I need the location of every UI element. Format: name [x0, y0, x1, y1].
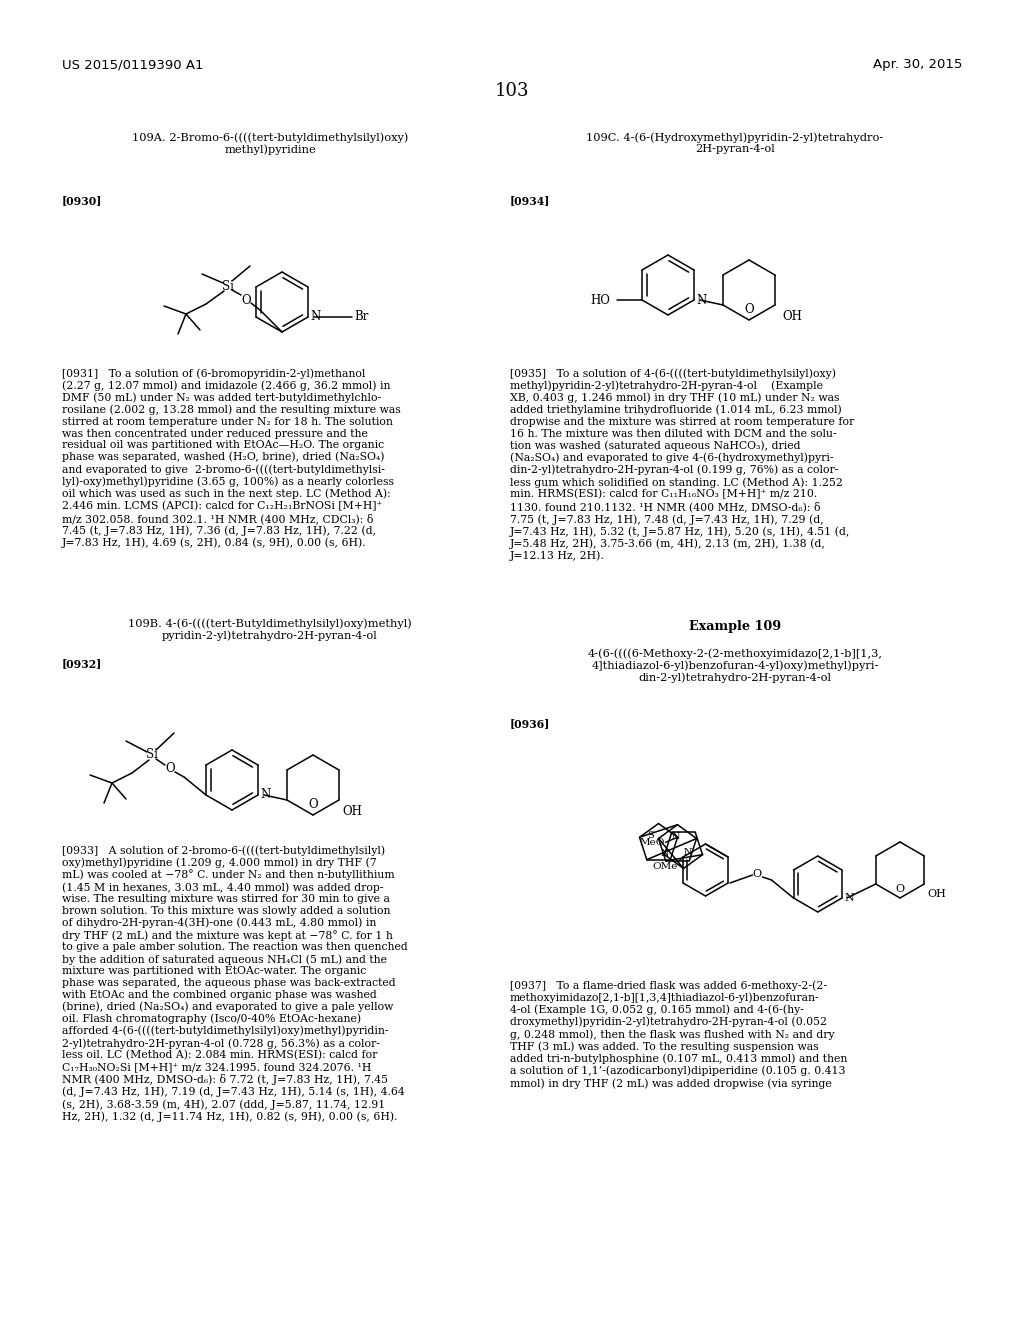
- Text: O: O: [165, 763, 175, 776]
- Text: N: N: [844, 894, 854, 903]
- Text: S: S: [647, 832, 654, 840]
- Text: O: O: [242, 293, 251, 306]
- Text: 109A. 2-Bromo-6-((((tert-butyldimethylsilyl)oxy)
methyl)pyridine: 109A. 2-Bromo-6-((((tert-butyldimethylsi…: [132, 132, 409, 154]
- Text: [0931]   To a solution of (6-bromopyridin-2-yl)methanol
(2.27 g, 12.07 mmol) and: [0931] To a solution of (6-bromopyridin-…: [62, 368, 400, 548]
- Text: 109C. 4-(6-(Hydroxymethyl)pyridin-2-yl)tetrahydro-
2H-pyran-4-ol: 109C. 4-(6-(Hydroxymethyl)pyridin-2-yl)t…: [587, 132, 884, 154]
- Text: O: O: [744, 304, 754, 315]
- Text: OH: OH: [928, 888, 946, 899]
- Text: [0937]   To a flame-dried flask was added 6-methoxy-2-(2-
methoxyimidazo[2,1-b][: [0937] To a flame-dried flask was added …: [510, 979, 848, 1089]
- Text: Example 109: Example 109: [689, 620, 781, 634]
- Text: MeO: MeO: [639, 838, 665, 847]
- Text: O: O: [895, 884, 904, 894]
- Text: OH: OH: [342, 805, 361, 818]
- Text: [0936]: [0936]: [510, 718, 550, 729]
- Text: 103: 103: [495, 82, 529, 100]
- Text: N: N: [260, 788, 270, 801]
- Text: Apr. 30, 2015: Apr. 30, 2015: [872, 58, 962, 71]
- Text: N: N: [683, 849, 692, 857]
- Text: HO: HO: [590, 294, 610, 308]
- Text: [0935]   To a solution of 4-(6-((((tert-butyldimethylsilyl)oxy)
methyl)pyridin-2: [0935] To a solution of 4-(6-((((tert-bu…: [510, 368, 854, 561]
- Text: [0930]: [0930]: [62, 195, 102, 206]
- Text: US 2015/0119390 A1: US 2015/0119390 A1: [62, 58, 204, 71]
- Text: N: N: [672, 832, 680, 841]
- Text: O: O: [308, 799, 317, 810]
- Text: N: N: [696, 293, 707, 306]
- Text: OH: OH: [782, 310, 802, 323]
- Text: [0932]: [0932]: [62, 657, 102, 669]
- Text: 109B. 4-(6-((((tert-Butyldimethylsilyl)oxy)methyl)
pyridin-2-yl)tetrahydro-2H-py: 109B. 4-(6-((((tert-Butyldimethylsilyl)o…: [128, 618, 412, 640]
- Text: N: N: [660, 849, 669, 858]
- Text: [0934]: [0934]: [510, 195, 550, 206]
- Text: Br: Br: [354, 310, 369, 323]
- Text: N: N: [310, 310, 321, 323]
- Text: O: O: [752, 869, 761, 879]
- Text: Si: Si: [146, 748, 158, 762]
- Text: OMe: OMe: [652, 862, 678, 871]
- Text: [0933]   A solution of 2-bromo-6-((((tert-butyldimethylsilyl)
oxy)methyl)pyridin: [0933] A solution of 2-bromo-6-((((tert-…: [62, 845, 408, 1122]
- Text: Si: Si: [222, 280, 233, 293]
- Text: 4-(6-((((6-Methoxy-2-(2-methoxyimidazo[2,1-b][1,3,
4]thiadiazol-6-yl)benzofuran-: 4-(6-((((6-Methoxy-2-(2-methoxyimidazo[2…: [588, 648, 883, 684]
